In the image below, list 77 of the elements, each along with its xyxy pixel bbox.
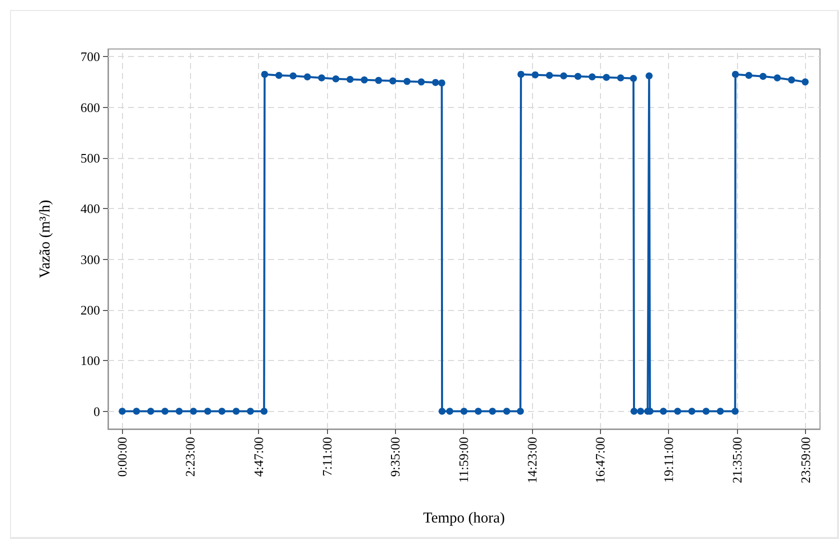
point (732, 70, 739, 78)
x-tick-label: 21:35:00 (729, 437, 744, 484)
point (516, 408, 524, 415)
point (560, 72, 568, 80)
point (517, 70, 524, 78)
point (802, 78, 809, 86)
point (602, 74, 610, 81)
point (261, 70, 268, 78)
x-tick-label: 11:59:00 (456, 437, 472, 483)
point (532, 71, 539, 78)
point (375, 76, 382, 84)
point (637, 408, 644, 415)
x-tick-label: 23:59:00 (798, 437, 813, 484)
point (630, 408, 638, 415)
y-tick-label: 300 (80, 252, 100, 267)
point (432, 78, 440, 86)
point (716, 408, 724, 415)
point (418, 78, 425, 86)
point (332, 75, 340, 82)
point (688, 408, 696, 415)
point (346, 76, 354, 83)
point (246, 408, 254, 415)
point (132, 408, 140, 415)
y-tick-label: 0 (94, 404, 100, 419)
point (360, 76, 368, 84)
point (275, 72, 282, 79)
point (460, 408, 468, 415)
point (617, 74, 624, 82)
point (446, 408, 454, 415)
point (232, 408, 240, 415)
point (745, 72, 752, 79)
y-tick-label: 500 (80, 150, 100, 166)
point (488, 408, 496, 415)
point (674, 408, 682, 415)
point (646, 72, 653, 80)
point (760, 72, 767, 80)
x-tick-label: 14:23:00 (524, 437, 540, 484)
x-tick-label: 19:11:00 (661, 437, 676, 483)
point (474, 408, 482, 415)
y-tick-label: 100 (80, 353, 100, 368)
point (404, 78, 411, 85)
point (176, 408, 183, 415)
x-tick-label: 16:47:00 (592, 437, 608, 484)
point (588, 73, 596, 80)
y-tick-label: 400 (80, 201, 100, 216)
x-tick-label: 7:11:00 (319, 437, 334, 476)
point (389, 77, 396, 84)
x-tick-label: 0:00:00 (114, 437, 130, 477)
point (438, 79, 446, 86)
point (788, 76, 796, 84)
point (161, 408, 168, 415)
point (702, 408, 710, 415)
point (503, 408, 510, 415)
point (304, 73, 311, 80)
y-axis-title: Vazão (m³/h) (38, 200, 54, 278)
x-tick-label: 9:35:00 (388, 437, 403, 477)
point (630, 74, 637, 82)
point (732, 408, 739, 415)
y-tick-label: 600 (80, 100, 100, 115)
point (204, 408, 212, 415)
point (260, 408, 268, 415)
x-tick-label: 4:47:00 (250, 437, 266, 477)
x-tick-label: 2:23:00 (182, 437, 198, 477)
y-tick-label: 700 (80, 49, 100, 64)
point (546, 72, 553, 79)
point (190, 408, 197, 415)
point (774, 74, 781, 82)
point (290, 72, 297, 80)
y-tick-label: 200 (80, 302, 100, 318)
x-axis-title: Tempo (hora) (423, 510, 505, 526)
point (574, 72, 582, 80)
point (438, 408, 446, 415)
point (660, 408, 667, 415)
point (218, 408, 226, 415)
point (318, 74, 326, 82)
point (147, 408, 154, 415)
point (118, 408, 126, 415)
